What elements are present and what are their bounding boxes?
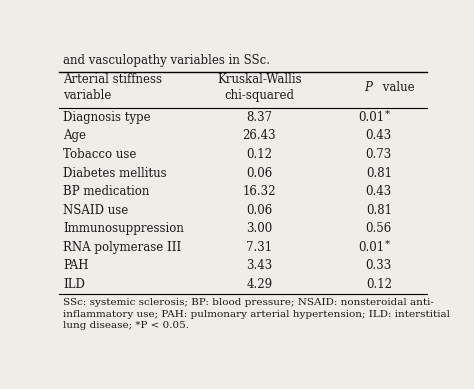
Text: 8.37: 8.37 [246,111,273,124]
Text: 0.06: 0.06 [246,204,273,217]
Text: ILD: ILD [63,278,85,291]
Text: 0.43: 0.43 [366,130,392,142]
Text: *: * [384,110,390,119]
Text: Arterial stiffness
variable: Arterial stiffness variable [63,73,162,102]
Text: Diabetes mellitus: Diabetes mellitus [63,166,166,180]
Text: NSAID use: NSAID use [63,204,128,217]
Text: RNA polymerase III: RNA polymerase III [63,241,181,254]
Text: Age: Age [63,130,86,142]
Text: 0.12: 0.12 [366,278,392,291]
Text: 0.81: 0.81 [366,166,392,180]
Text: value: value [379,81,414,94]
Text: Immunosuppression: Immunosuppression [63,222,184,235]
Text: 3.43: 3.43 [246,259,273,272]
Text: SSc: systemic sclerosis; BP: blood pressure; NSAID: nonsteroidal anti-
inflammat: SSc: systemic sclerosis; BP: blood press… [63,298,450,330]
Text: 16.32: 16.32 [243,185,276,198]
Text: 0.73: 0.73 [366,148,392,161]
Text: Diagnosis type: Diagnosis type [63,111,151,124]
Text: Tobacco use: Tobacco use [63,148,137,161]
Text: *: * [384,240,390,249]
Text: 26.43: 26.43 [243,130,276,142]
Text: Kruskal-Wallis
chi-squared: Kruskal-Wallis chi-squared [217,73,302,102]
Text: P: P [364,81,372,94]
Text: 0.56: 0.56 [366,222,392,235]
Text: 3.00: 3.00 [246,222,273,235]
Text: 0.01: 0.01 [358,111,384,124]
Text: 7.31: 7.31 [246,241,273,254]
Text: 0.33: 0.33 [366,259,392,272]
Text: 0.43: 0.43 [366,185,392,198]
Text: 4.29: 4.29 [246,278,273,291]
Text: 0.12: 0.12 [246,148,273,161]
Text: 0.06: 0.06 [246,166,273,180]
Text: PAH: PAH [63,259,89,272]
Text: and vasculopathy variables in SSc.: and vasculopathy variables in SSc. [63,54,270,67]
Text: 0.81: 0.81 [366,204,392,217]
Text: 0.01: 0.01 [358,241,384,254]
Text: BP medication: BP medication [63,185,149,198]
